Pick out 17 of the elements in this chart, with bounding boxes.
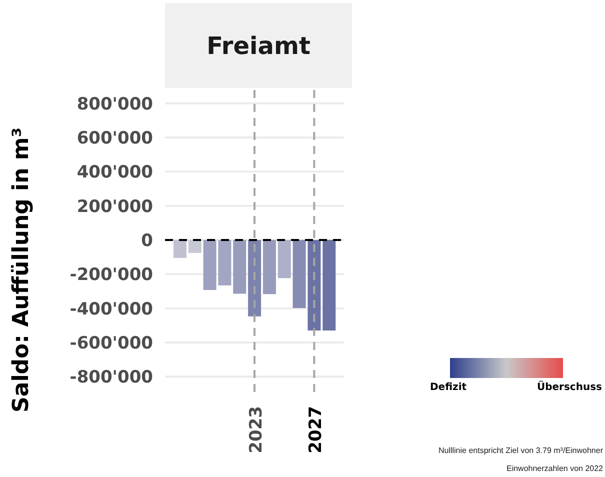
y-tick-label: 200'000 xyxy=(76,196,154,217)
y-tick-label: 800'000 xyxy=(76,94,154,114)
y-tick-label: -400'000 xyxy=(70,299,154,320)
text: Überschuss xyxy=(536,382,602,393)
text: Defizit xyxy=(430,382,467,393)
text: Nulllinie entspricht Ziel von 3.79 m³/Einwohner xyxy=(438,445,603,457)
chart-title: Freiamt xyxy=(165,3,352,88)
y-axis-title: Saldo: Auffüllung in m³ xyxy=(9,128,34,412)
y-tick-label: 400'000 xyxy=(76,162,154,183)
y-tick-label: -600'000 xyxy=(70,333,154,354)
y-tick-label: -200'000 xyxy=(70,265,154,286)
x-tick-label: 2027 xyxy=(306,406,326,454)
x-tick-label: 2023 xyxy=(246,406,266,454)
y-tick-label: 0 xyxy=(141,231,154,251)
y-tick-label: 600'000 xyxy=(76,128,154,149)
y-tick-label: -800'000 xyxy=(70,368,154,388)
text: Einwohnerzahlen von 2022 xyxy=(505,463,603,475)
